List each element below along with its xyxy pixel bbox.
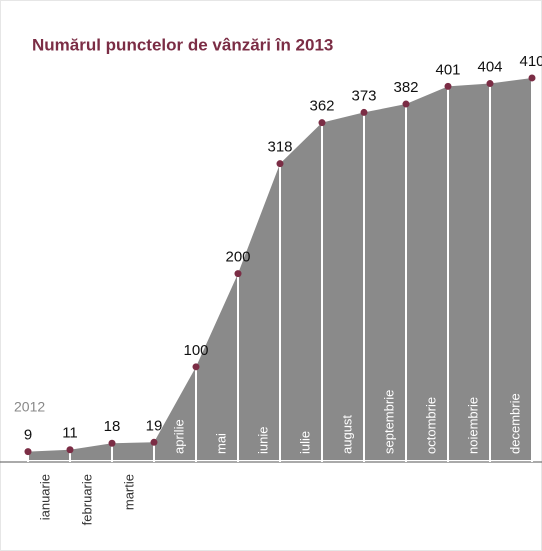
month-label: iunie	[255, 427, 270, 454]
point	[150, 438, 158, 446]
value-label: 362	[309, 98, 334, 115]
value-label: 9	[24, 427, 32, 444]
month-label: martie	[121, 474, 136, 510]
month-label: mai	[213, 433, 228, 454]
point	[108, 439, 116, 447]
point	[192, 363, 200, 371]
point	[360, 108, 368, 116]
value-label: 200	[225, 249, 250, 266]
point	[276, 160, 284, 168]
value-label: 373	[351, 87, 376, 104]
value-label: 11	[62, 425, 78, 442]
value-label: 410	[519, 53, 542, 70]
month-label: iulie	[297, 431, 312, 454]
value-label: 19	[146, 417, 163, 434]
value-label: 318	[267, 139, 292, 156]
point	[486, 80, 494, 88]
value-label: 100	[183, 342, 208, 359]
point	[66, 446, 74, 454]
value-label: 404	[477, 59, 502, 76]
point	[24, 448, 32, 456]
value-label: 382	[393, 79, 418, 96]
point	[318, 119, 326, 127]
month-label: august	[339, 415, 354, 454]
point	[402, 100, 410, 108]
month-label: decembrie	[507, 393, 522, 454]
point	[444, 82, 452, 90]
month-label: septembrie	[381, 390, 396, 454]
month-label: februarie	[79, 474, 94, 525]
month-label: ianuarie	[37, 474, 52, 520]
value-label: 401	[435, 61, 460, 78]
year-label: 2012	[14, 398, 45, 414]
point	[528, 74, 536, 82]
value-label: 18	[104, 418, 121, 435]
point	[234, 270, 242, 278]
month-label: noiembrie	[465, 397, 480, 454]
month-label: aprilie	[171, 419, 186, 454]
chart-title: Numărul punctelor de vânzări în 2013	[32, 35, 333, 54]
month-label: octombrie	[423, 397, 438, 454]
